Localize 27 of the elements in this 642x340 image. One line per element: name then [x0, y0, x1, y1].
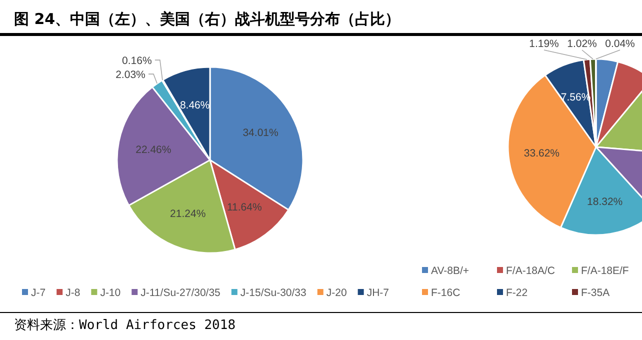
- legend-label: F-35A: [581, 287, 610, 299]
- chart-title: 图 24、中国（左）、美国（右）战斗机型号分布（占比）: [14, 10, 400, 28]
- legend-label: J-15/Su-30/33: [240, 287, 307, 299]
- legend-label: F/A-18E/F: [581, 265, 629, 277]
- text: 资料来源：World Airforces 2018: [14, 318, 236, 333]
- legend-label: F-16C: [431, 287, 461, 299]
- legend-label: J-8: [66, 287, 80, 299]
- data-label: 8.46%: [180, 99, 210, 112]
- legend-label: J-11/Su-27/30/35: [140, 287, 221, 299]
- legend-label: J-7: [31, 287, 46, 299]
- data-label: 0.04%: [605, 38, 635, 50]
- legend-label: J-20: [326, 287, 347, 299]
- data-label: 22.46%: [136, 144, 172, 156]
- legend-label: JH-7: [366, 287, 390, 299]
- data-label: 33.62%: [524, 148, 560, 160]
- data-label: 18.32%: [587, 196, 623, 208]
- data-label: 21.24%: [170, 208, 206, 220]
- data-label: 0.16%: [122, 55, 152, 68]
- data-label: 11.64%: [226, 201, 262, 214]
- legend-label: F/A-18A/C: [506, 265, 556, 277]
- data-label: 1.02%: [567, 38, 597, 50]
- data-label: 34.01%: [242, 127, 278, 140]
- legend-label: J-10: [100, 287, 121, 299]
- data-label: 1.19%: [529, 38, 559, 50]
- data-label: 2.03%: [116, 69, 146, 82]
- legend-label: F-22: [506, 287, 528, 299]
- legend-label: AV-8B/+: [431, 265, 470, 277]
